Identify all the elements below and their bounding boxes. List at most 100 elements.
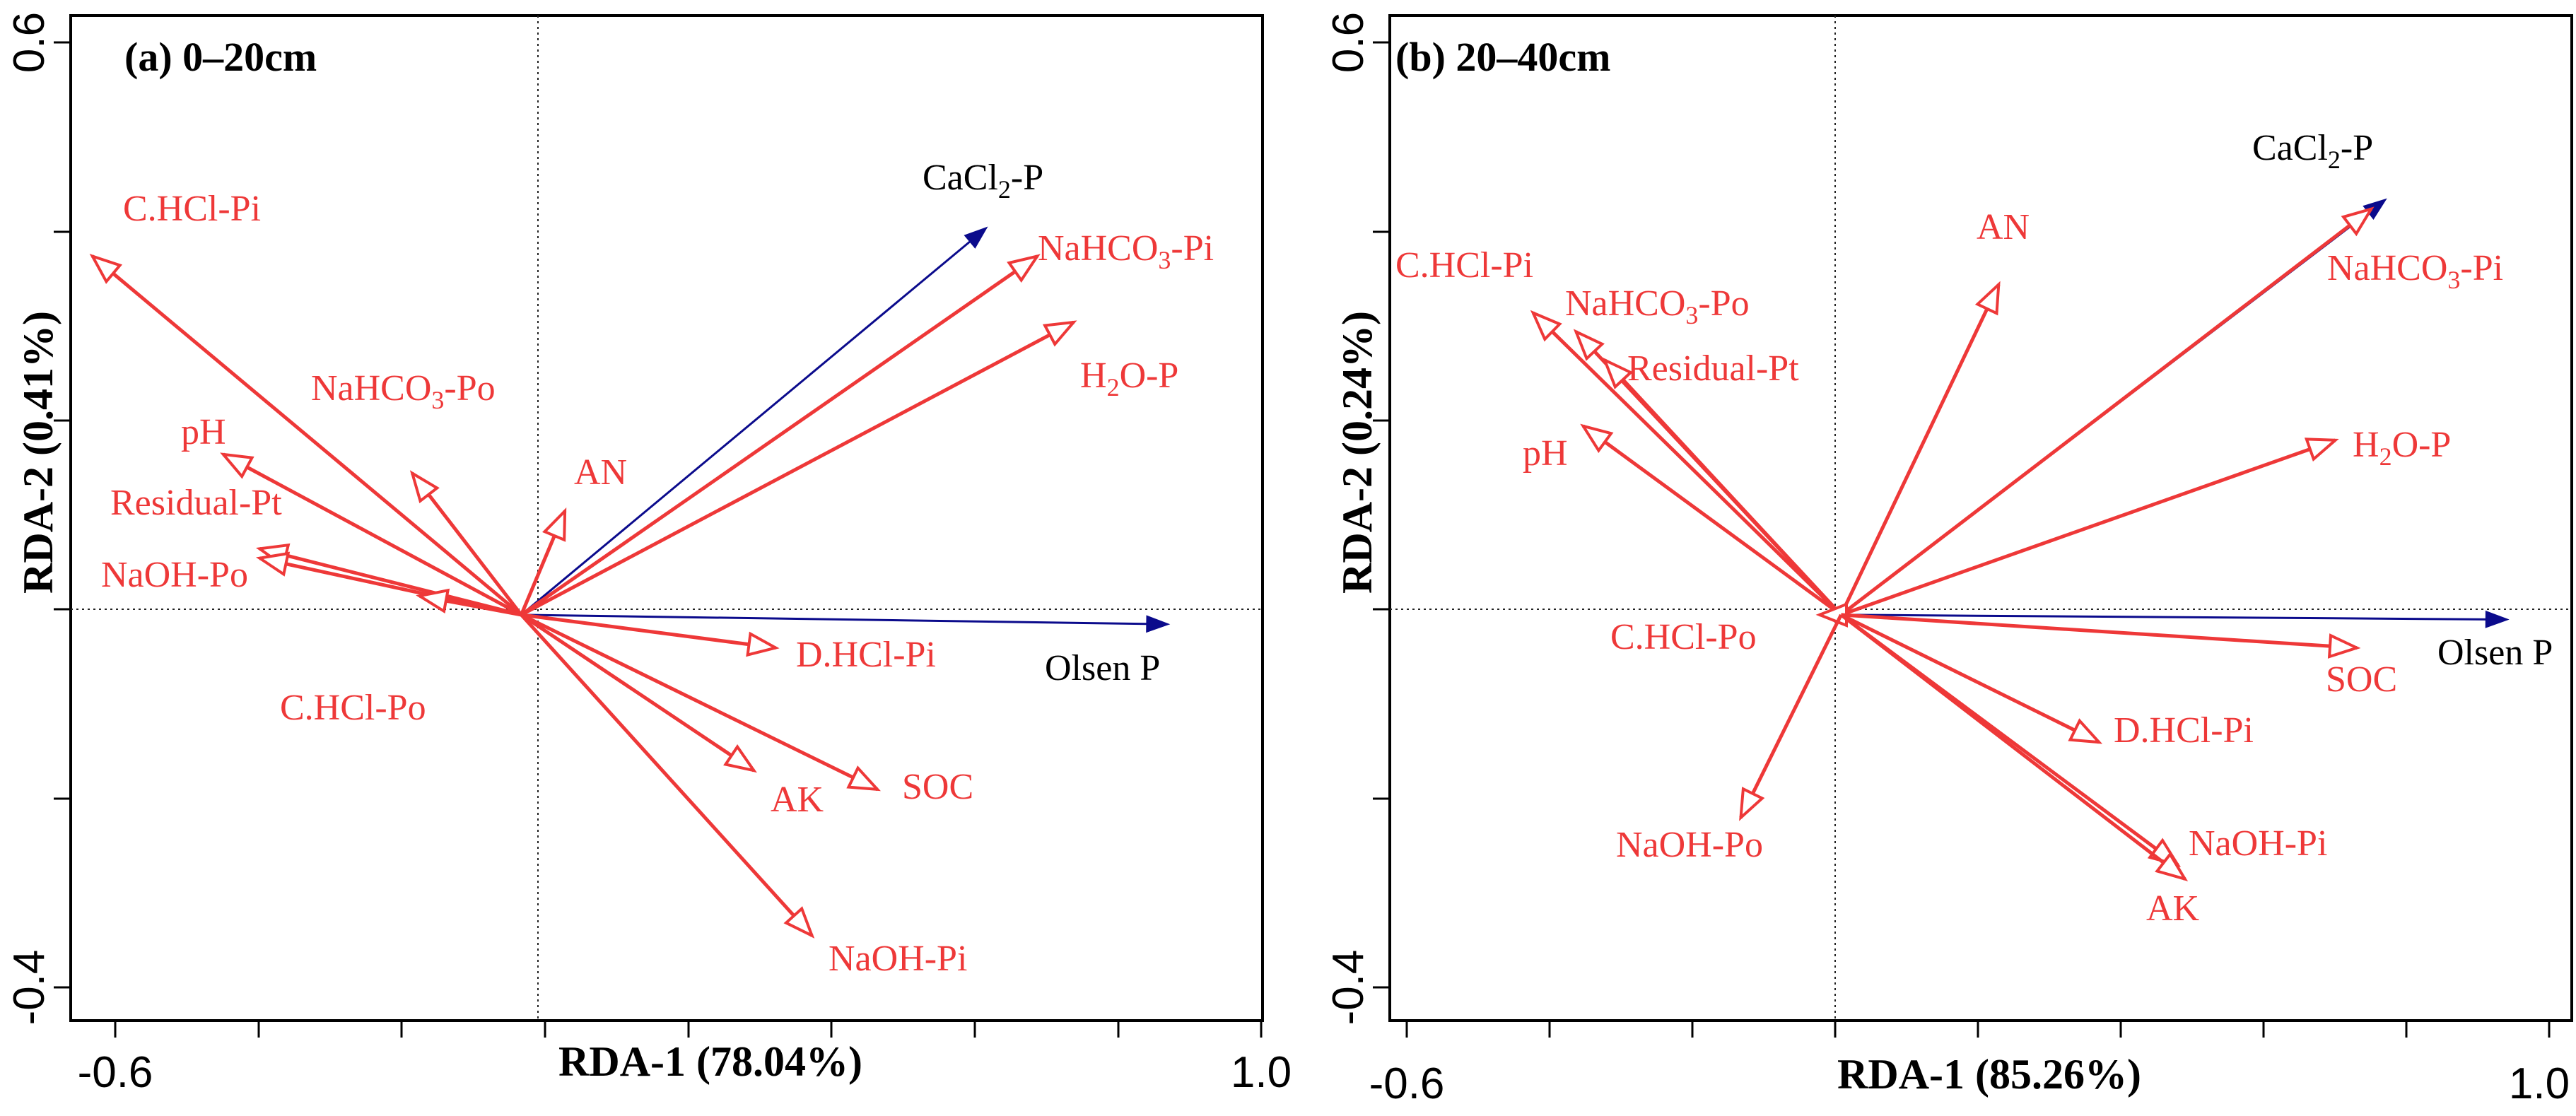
panel-b-label-h2o-p-tail: O-P: [2392, 425, 2452, 465]
panel-b-y-axis-title: RDA-2 (0.24%): [1334, 311, 1381, 594]
panel-b-label-naoh-po: NaOH-Po: [1616, 825, 1763, 865]
panel-a-label-cacl2-p-tail: -P: [1011, 158, 1043, 198]
panel-b-label-naoh-pi: NaOH-Pi: [2189, 823, 2327, 864]
panel-b-vector-olsen-p-shaft: [1841, 613, 2486, 621]
panel-a-vector-naoh-pi-arrowhead: [783, 906, 815, 939]
panel-b-vector-soc-shaft: [1841, 613, 2358, 650]
panel-b-x-axis-title: RDA-1 (85.26%): [1837, 1051, 2141, 1098]
panel-b-x-tick-label-right: 1.0: [2509, 1059, 2570, 1108]
panel-b-vector-naoh-po-shaft: [1739, 613, 1843, 819]
panel-b-label-ph: pH: [1523, 433, 1568, 474]
panel-b-vector-nahco3-pi-arrowhead: [2341, 206, 2375, 237]
panel-b-label-d-hcl-pi: D.HCl-Pi: [2114, 710, 2254, 751]
panel-b-vector-olsen-p-arrowhead: [2485, 610, 2510, 628]
panel-a-vectors: [89, 226, 1171, 939]
panel-b-label-olsen-p: Olsen P: [2437, 633, 2553, 673]
panel-a-label-an: AN: [574, 452, 627, 493]
panel-a-plot-frame: [69, 14, 1264, 1022]
panel-a-label-cacl2-p: CaCl2-P: [923, 158, 1043, 204]
panel-b-label-nahco3-pi-tail: -Pi: [2460, 248, 2503, 288]
panel-b-label-cacl2-p-tail: -P: [2341, 128, 2373, 168]
panel-b-labels: CaCl2-P Olsen P C.HCl-Pi NaHCO3-Po Resid…: [1395, 128, 2553, 929]
panel-a-x-axis-title: RDA-1 (78.04%): [558, 1038, 862, 1085]
panel-b-label-residual-pt: Residual-Pt: [1627, 348, 1799, 389]
panel-a-label-h2o-p-tail: O-P: [1120, 356, 1179, 396]
panel-b-vector-c-hcl-pi-shaft: [1531, 311, 1843, 616]
panel-b-vector-nahco3-po-arrowhead: [1573, 329, 1605, 361]
panel-b-vector-an-arrowhead: [1974, 281, 2001, 316]
panel-a-label-soc: SOC: [902, 767, 973, 807]
panel-a-label-ph: pH: [181, 412, 226, 452]
panel-b-label-cacl2-p-main: CaCl: [2252, 128, 2328, 168]
panel-b-vector-residual-pt-arrowhead: [1602, 357, 1634, 389]
panel-b-label-an: AN: [1977, 207, 2030, 247]
panel-a-vector-olsen-p-arrowhead: [1146, 615, 1171, 633]
panel-b-vector-residual-pt-shaft: [1603, 358, 1843, 616]
panel-b-label-soc: SOC: [2326, 659, 2397, 700]
panel-b-label-h2o-p: H2O-P: [2353, 425, 2451, 471]
panel-a-x-ticks: [114, 1021, 1263, 1038]
panel-a-vector-h2o-p-shaft: [520, 320, 1075, 617]
panel-a-vector-an-arrowhead: [542, 507, 567, 542]
panel-a-vector-c-hcl-pi-shaft: [91, 254, 522, 616]
panel-b-label-h2o-p-sub: 2: [2379, 442, 2392, 471]
panel-a-label-cacl2-p-main: CaCl: [923, 158, 998, 198]
panel-a-label-nahco3-po-sub: 3: [431, 386, 444, 414]
panel-a-label-d-hcl-pi: D.HCl-Pi: [796, 635, 936, 675]
panel-a-vector-d-hcl-pi-shaft: [521, 613, 776, 650]
panel-b-label-nahco3-po-main: NaHCO: [1565, 283, 1685, 324]
panel-b-label-nahco3-pi-sub: 3: [2447, 266, 2460, 294]
panel-b-vector-soc-arrowhead: [2327, 633, 2361, 659]
panel-a-label-h2o-p-sub: 2: [1107, 373, 1120, 401]
panel-a: 0.6 -0.4 -0.6 1.0 RDA-1 (78.04%) RDA-2 (…: [5, 12, 1292, 1097]
panel-a-reference-lines: [71, 16, 1263, 1021]
panel-a-label-naoh-po: NaOH-Po: [101, 555, 248, 595]
panel-a-vector-d-hcl-pi-arrowhead: [746, 631, 780, 657]
panel-b: 0.6 -0.4 -0.6 1.0 RDA-1 (85.26%) RDA-2 (…: [1324, 12, 2573, 1108]
panel-b-vector-ak-arrowhead: [2155, 852, 2189, 882]
panel-b-vector-d-hcl-pi-arrowhead: [2068, 718, 2103, 744]
panel-b-y-ticks: [1373, 41, 1390, 989]
panel-b-x-ticks: [1405, 1021, 2551, 1038]
panel-b-vector-d-hcl-pi-shaft: [1840, 613, 2100, 744]
panel-a-y-tick-label-top: 0.6: [5, 12, 54, 73]
panel-a-vector-ph-arrowhead: [220, 452, 254, 479]
panel-b-label-ak: AK: [2146, 888, 2200, 929]
panel-a-label-nahco3-po-main: NaHCO: [311, 368, 431, 409]
panel-b-plot-frame: [1388, 14, 2573, 1022]
panel-a-label-nahco3-po-tail: -Po: [444, 368, 495, 409]
panel-b-vector-ph-shaft: [1582, 424, 1842, 616]
panel-a-vector-soc-shaft: [520, 613, 879, 792]
panel-b-label-cacl2-p: CaCl2-P: [2252, 128, 2373, 174]
panel-b-vector-nahco3-pi-shaft: [1839, 207, 2372, 616]
panel-b-label-c-hcl-pi: C.HCl-Pi: [1395, 245, 1533, 286]
panel-a-y-axis-title: RDA-2 (0.41%): [15, 311, 62, 594]
panel-b-label-nahco3-pi-main: NaHCO: [2327, 248, 2447, 288]
panel-b-vector-ak-shaft: [1839, 613, 2186, 881]
panel-a-label-h2o-p: H2O-P: [1080, 356, 1178, 401]
panel-a-vector-ak-arrowhead: [723, 744, 757, 773]
panel-a-label-residual-pt: Residual-Pt: [110, 483, 282, 523]
panel-a-vector-c-hcl-po-arrowhead: [416, 588, 450, 614]
panel-b-label-nahco3-po-sub: 3: [1685, 301, 1698, 329]
panel-b-vector-c-hcl-pi-arrowhead: [1530, 310, 1562, 342]
panel-a-vector-nahco3-po-shaft: [411, 472, 523, 616]
panel-b-y-tick-label-bottom: -0.4: [1324, 950, 1373, 1026]
panel-a-label-c-hcl-pi: C.HCl-Pi: [123, 189, 261, 229]
panel-a-vector-soc-arrowhead: [846, 765, 881, 792]
panel-b-title: (b) 20–40cm: [1395, 34, 1610, 80]
panel-b-label-c-hcl-po: C.HCl-Po: [1610, 617, 1757, 657]
panel-a-labels: CaCl2-P Olsen P C.HCl-Pi NaHCO3-Pi H2O-P…: [101, 158, 1214, 979]
panel-a-vector-cacl2-p-shaft: [520, 240, 971, 616]
panel-b-vector-ph-arrowhead: [1580, 423, 1614, 453]
panel-a-label-c-hcl-po: C.HCl-Po: [280, 688, 426, 728]
panel-a-vector-ak-shaft: [520, 613, 755, 773]
panel-a-x-tick-label-right: 1.0: [1231, 1048, 1292, 1097]
panel-a-label-nahco3-pi-tail: -Pi: [1171, 228, 1214, 269]
panel-a-label-nahco3-po: NaHCO3-Po: [311, 368, 496, 414]
panel-b-y-tick-label-top: 0.6: [1324, 12, 1373, 73]
panel-a-label-naoh-pi: NaOH-Pi: [829, 939, 967, 979]
panel-b-vectors: [1530, 198, 2510, 882]
panel-b-label-nahco3-pi: NaHCO3-Pi: [2327, 248, 2503, 294]
